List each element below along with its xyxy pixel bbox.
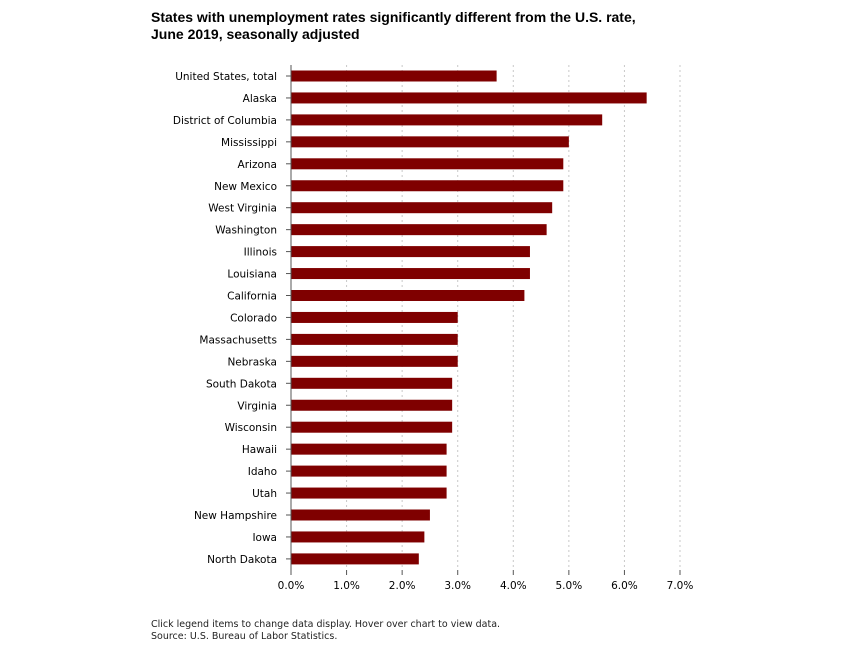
- category-label: Arizona: [238, 159, 277, 171]
- bar[interactable]: [291, 531, 425, 543]
- bar[interactable]: [291, 377, 453, 389]
- category-label: Virginia: [237, 400, 277, 412]
- x-tick-label: 7.0%: [667, 580, 694, 592]
- category-label: California: [227, 291, 277, 303]
- category-label: New Mexico: [214, 181, 277, 193]
- footnote: Click legend items to change data displa…: [151, 619, 500, 643]
- category-label: Mississippi: [221, 137, 277, 149]
- bar[interactable]: [291, 355, 458, 367]
- bar[interactable]: [291, 465, 447, 477]
- bar[interactable]: [291, 70, 497, 82]
- category-label: Colorado: [230, 312, 277, 324]
- bar[interactable]: [291, 290, 525, 301]
- bar[interactable]: [291, 92, 647, 104]
- bar[interactable]: [291, 443, 447, 455]
- chart-subtitle: June 2019, seasonally adjusted: [151, 26, 360, 42]
- bars[interactable]: [291, 70, 647, 565]
- x-tick-label: 1.0%: [333, 580, 360, 592]
- labels: 0.0% 1.0% 2.0% 3.0% 4.0% 5.0% 6.0% 7.0% United S…: [173, 71, 693, 592]
- bar[interactable]: [291, 202, 553, 214]
- bar[interactable]: [291, 114, 603, 126]
- category-label: Idaho: [248, 466, 277, 478]
- category-label: District of Columbia: [173, 115, 277, 127]
- category-label: Hawaii: [242, 444, 277, 456]
- bar[interactable]: [291, 399, 453, 411]
- bar[interactable]: [291, 509, 430, 521]
- x-tick-label: 3.0%: [444, 580, 471, 592]
- bar[interactable]: [291, 553, 419, 565]
- category-label: South Dakota: [206, 378, 277, 390]
- grid-lines: [346, 65, 681, 570]
- category-label: Alaska: [243, 93, 277, 105]
- category-label: Wisconsin: [225, 422, 277, 434]
- category-label: New Hampshire: [194, 510, 277, 522]
- category-label: Louisiana: [227, 269, 277, 281]
- bar[interactable]: [291, 421, 453, 433]
- category-label: Utah: [252, 488, 277, 500]
- axes: [286, 65, 681, 575]
- bar[interactable]: [291, 311, 458, 323]
- chart-title-line1: States with unemployment rates significa…: [151, 9, 636, 25]
- x-tick-label: 4.0%: [500, 580, 527, 592]
- x-tick-label: 6.0%: [611, 580, 638, 592]
- category-label: North Dakota: [207, 554, 277, 566]
- chart-title: States with unemployment rates significa…: [151, 9, 711, 43]
- category-label: Washington: [215, 225, 277, 237]
- bar[interactable]: [291, 180, 564, 192]
- bar[interactable]: [291, 158, 564, 170]
- category-label: United States, total: [175, 71, 277, 83]
- x-tick-label: 0.0%: [278, 580, 305, 592]
- category-label: Illinois: [244, 247, 277, 259]
- x-tick-label: 2.0%: [389, 580, 416, 592]
- category-label: West Virginia: [208, 203, 277, 215]
- bar[interactable]: [291, 246, 530, 258]
- category-label: Massachusetts: [199, 334, 277, 346]
- bar[interactable]: [291, 136, 569, 148]
- bar[interactable]: [291, 224, 547, 236]
- category-label: Nebraska: [227, 356, 277, 368]
- bar[interactable]: [291, 268, 530, 280]
- footnote-source: Source: U.S. Bureau of Labor Statistics.: [151, 631, 338, 642]
- bar[interactable]: [291, 333, 458, 345]
- x-tick-label: 5.0%: [556, 580, 583, 592]
- category-label: Iowa: [252, 532, 277, 544]
- bar[interactable]: [291, 487, 447, 499]
- footnote-instructions: Click legend items to change data displa…: [151, 619, 501, 630]
